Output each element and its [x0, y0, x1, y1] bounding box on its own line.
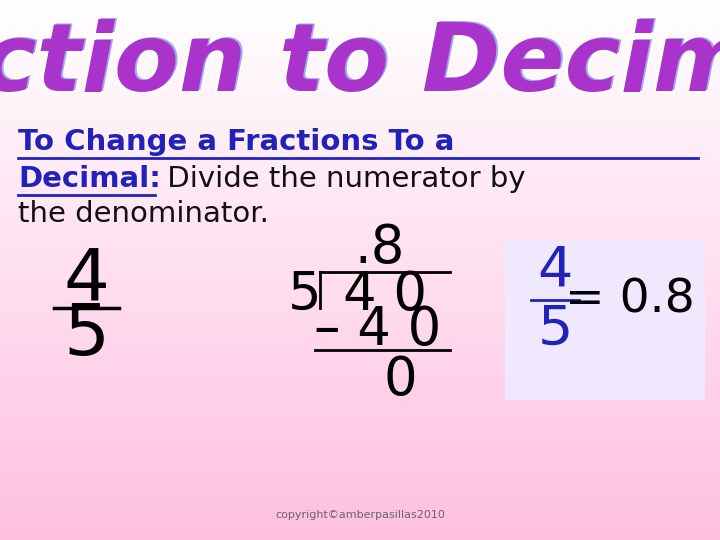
Text: Fraction to Decimals: Fraction to Decimals: [0, 21, 720, 113]
Text: Divide the numerator by: Divide the numerator by: [158, 165, 526, 193]
Text: Fraction to Decimals: Fraction to Decimals: [0, 19, 720, 111]
Text: To Change a Fractions To a: To Change a Fractions To a: [18, 128, 454, 156]
Text: Fraction to Decimals: Fraction to Decimals: [0, 18, 720, 110]
Text: 5: 5: [288, 269, 322, 321]
Text: Fraction to Decimals: Fraction to Decimals: [0, 17, 720, 110]
Text: Fraction to Decimals: Fraction to Decimals: [0, 19, 720, 111]
Text: copyright©amberpasillas2010: copyright©amberpasillas2010: [275, 510, 445, 520]
Text: 0: 0: [383, 354, 417, 406]
Text: Fraction to Decimals: Fraction to Decimals: [0, 21, 720, 113]
Text: 4 0: 4 0: [343, 269, 427, 321]
Text: 5: 5: [63, 300, 109, 369]
Text: Fraction to Decimals: Fraction to Decimals: [0, 17, 720, 110]
Text: Fraction to Decimals: Fraction to Decimals: [0, 17, 720, 110]
Text: the denominator.: the denominator.: [18, 200, 269, 228]
Text: 4: 4: [537, 243, 572, 297]
Text: 4: 4: [63, 246, 109, 314]
Text: – 4 0: – 4 0: [315, 304, 441, 356]
Text: Fraction to Decimals: Fraction to Decimals: [0, 19, 720, 111]
FancyBboxPatch shape: [505, 240, 705, 400]
Text: .8: .8: [355, 222, 405, 274]
Text: Fraction to Decimals: Fraction to Decimals: [0, 21, 720, 113]
Text: = 0.8: = 0.8: [565, 278, 695, 322]
Text: Decimal:: Decimal:: [18, 165, 161, 193]
Text: 5: 5: [537, 303, 572, 357]
